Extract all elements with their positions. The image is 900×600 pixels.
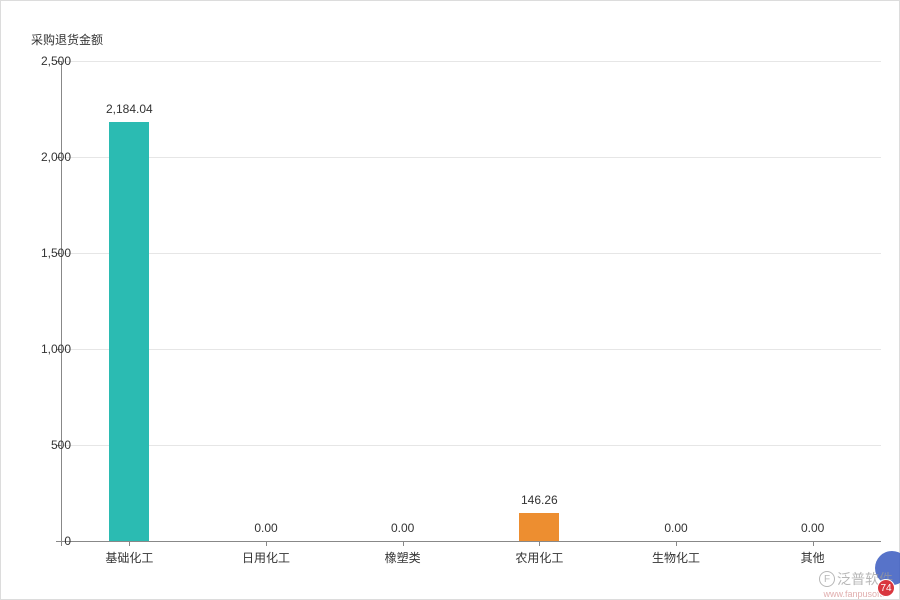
bar-value-label: 146.26 [521,493,558,507]
y-axis-line [61,61,62,541]
y-tick-label: 1,500 [41,246,71,260]
x-tick-mark [129,541,130,546]
bar[interactable] [109,122,149,541]
gridline [61,253,881,254]
x-tick-label: 其他 [801,549,825,566]
x-tick-label: 农用化工 [515,549,563,566]
plot-area: 2,184.04 0.00 0.00 146.26 0.00 0.00 [61,61,881,541]
bar-value-label: 0.00 [391,521,414,535]
y-tick-label: 1,000 [41,342,71,356]
watermark-logo-icon: F [819,571,835,587]
chart-container: 采购退货金额 2,184.040.000.00146.260.000.00 F … [0,0,900,600]
notification-badge[interactable]: 74 [877,579,895,597]
gridline [61,445,881,446]
gridline [61,349,881,350]
y-tick-label: 0 [64,534,71,548]
bar-value-label: 2,184.04 [106,102,153,116]
y-tick-label: 2,000 [41,150,71,164]
x-tick-mark [266,541,267,546]
x-tick-mark [676,541,677,546]
x-axis-line [61,541,881,542]
x-tick-label: 基础化工 [105,549,153,566]
bar-value-label: 0.00 [664,521,687,535]
y-tick-label: 500 [51,438,71,452]
bar[interactable] [519,513,559,541]
x-tick-mark [539,541,540,546]
x-tick-label: 生物化工 [652,549,700,566]
x-tick-mark [813,541,814,546]
gridline [61,61,881,62]
x-tick-label: 日用化工 [242,549,290,566]
bar-value-label: 0.00 [801,521,824,535]
bar-value-label: 0.00 [254,521,277,535]
x-tick-label: 橡塑类 [385,549,421,566]
x-tick-mark [61,541,62,546]
y-axis-title: 采购退货金额 [31,31,103,48]
x-tick-mark [403,541,404,546]
y-tick-label: 2,500 [41,54,71,68]
gridline [61,157,881,158]
